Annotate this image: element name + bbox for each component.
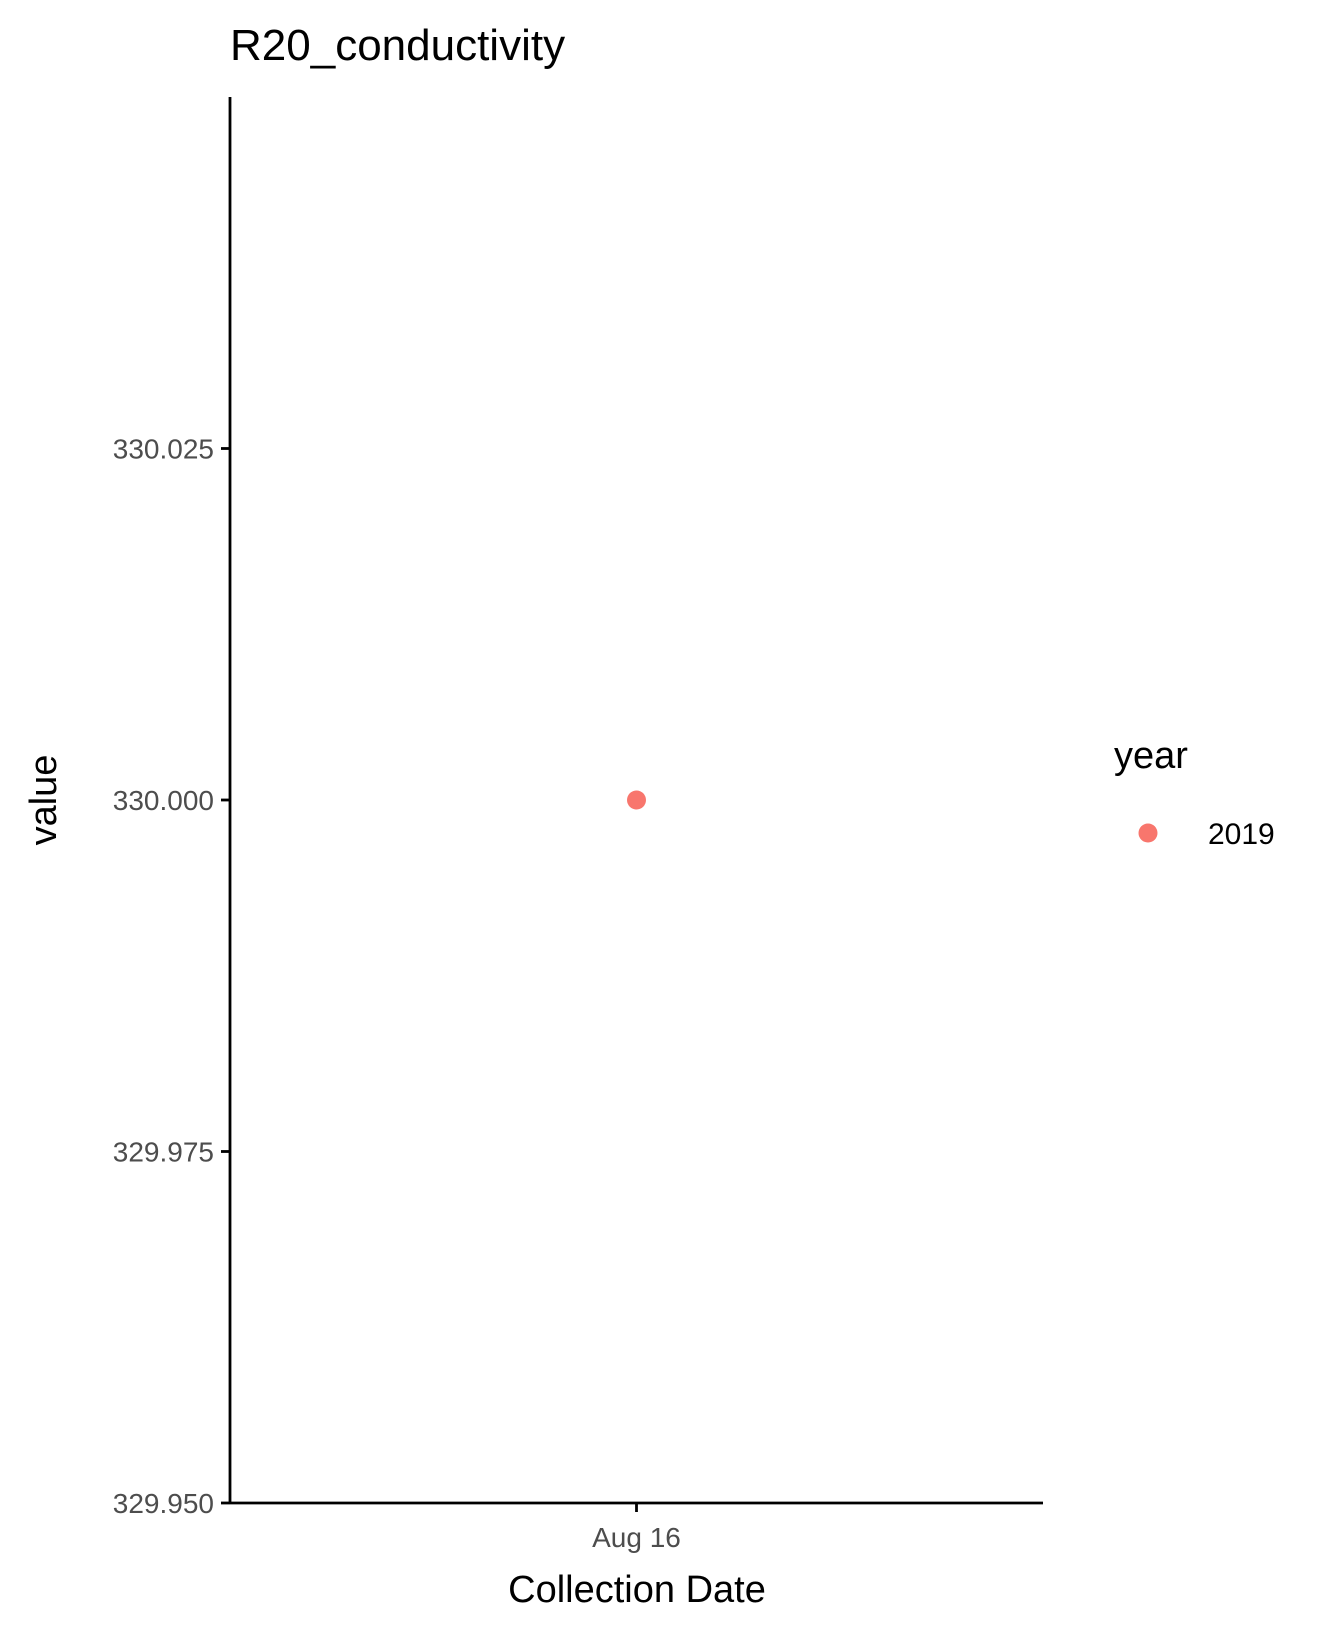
y-axis-title: value <box>23 755 65 846</box>
legend-title: year <box>1114 735 1188 777</box>
y-axis-ticks: 329.950 329.975 330.000 330.025 <box>113 434 230 1519</box>
x-axis-title: Collection Date <box>508 1569 766 1611</box>
data-points <box>627 790 646 810</box>
y-tick-label: 330.025 <box>113 434 214 465</box>
plot-area: 329.950 329.975 330.000 330.025 Aug 16 <box>113 97 1043 1553</box>
y-tick-label: 330.000 <box>113 785 214 816</box>
legend-key <box>1138 823 1158 843</box>
y-tick-label: 329.975 <box>113 1137 214 1168</box>
y-tick-label: 329.950 <box>113 1488 214 1519</box>
legend-entries: 2019 <box>1138 818 1275 851</box>
x-tick-label: Aug 16 <box>592 1522 681 1553</box>
chart-title: R20_conductivity <box>230 21 565 70</box>
legend: year 2019 <box>1114 735 1275 851</box>
legend-label: 2019 <box>1208 818 1275 851</box>
x-axis-ticks: Aug 16 <box>592 1503 681 1553</box>
data-point <box>627 790 646 810</box>
